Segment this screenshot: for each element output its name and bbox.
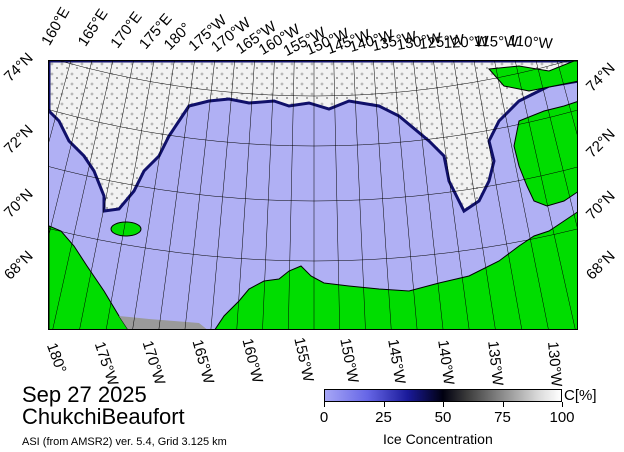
bottom-lon-label: 155°W (290, 335, 317, 384)
right-lat-label: 70°N (582, 187, 619, 224)
colorbar-tick-label: 50 (434, 409, 452, 426)
bottom-lon-label: 180° (42, 340, 70, 376)
left-lat-label: 68°N (0, 247, 37, 284)
colorbar-tick-label: 25 (375, 409, 392, 426)
colorbar-tick-label: 75 (494, 409, 511, 426)
bottom-lon-label: 160°W (238, 336, 266, 385)
bottom-lon-label: 140°W (434, 338, 458, 386)
right-lat-label: 72°N (582, 125, 619, 162)
bottom-lon-label: 135°W (484, 339, 507, 387)
top-lon-label: 110°W (507, 32, 554, 53)
colorbar-tick (383, 402, 385, 407)
right-lat-label: 68°N (582, 247, 619, 284)
colorbar-tick (443, 402, 444, 407)
colorbar-tick (502, 402, 504, 407)
bottom-lon-label: 130°W (544, 340, 565, 388)
colorbar (324, 389, 562, 402)
top-lon-label: 160°E (38, 4, 74, 49)
right-lat-label: 74°N (582, 59, 619, 96)
colorbar-unit: C[%] (564, 387, 597, 404)
colorbar-tick (324, 402, 325, 407)
top-lon-label: 165°E (74, 6, 112, 50)
sea-ice-pack (49, 61, 577, 214)
colorbar-tick-label: 100 (549, 409, 575, 426)
colorbar-tick (562, 402, 563, 407)
left-lat-label: 70°N (0, 185, 37, 222)
wrangel-island (110, 221, 142, 237)
no-data-area (119, 316, 207, 329)
bottom-lon-label: 150°W (336, 336, 362, 385)
arctic-islands-land (487, 61, 577, 92)
bottom-lon-label: 170°W (138, 338, 169, 387)
colorbar-title: Ice Concentration (383, 431, 493, 447)
region-label: ChukchiBeaufort (22, 404, 185, 429)
date-label: Sep 27 2025 (22, 382, 147, 407)
left-lat-label: 72°N (0, 121, 37, 158)
colorbar-tick-label: 0 (319, 409, 329, 426)
map-canvas (49, 61, 577, 329)
left-lat-label: 74°N (0, 49, 37, 86)
banks-island (513, 101, 577, 207)
bottom-lon-label: 145°W (384, 337, 409, 386)
bottom-lon-label: 165°W (188, 337, 218, 386)
lat-lon-grid (49, 61, 577, 329)
sea-ice-map (48, 60, 578, 330)
bottom-lon-label: 175°W (90, 339, 122, 388)
credit-label: ASI (from AMSR2) ver. 5.4, Grid 3.125 km (22, 436, 227, 448)
